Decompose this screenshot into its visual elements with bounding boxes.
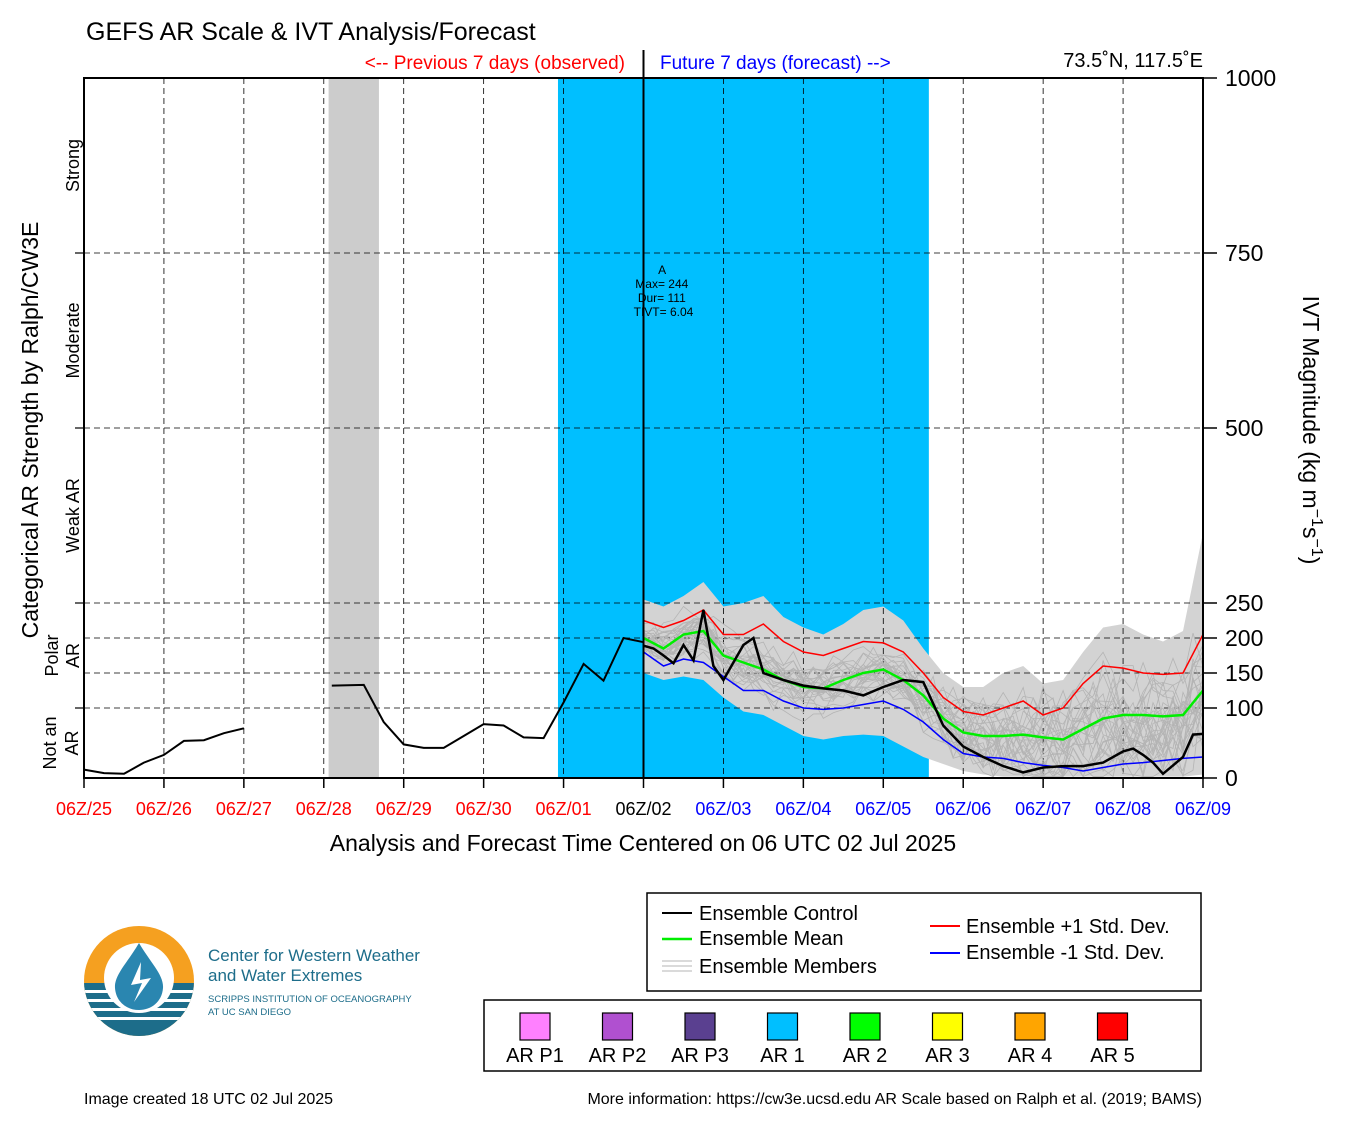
x-axis-title: Analysis and Forecast Time Centered on 0… xyxy=(330,830,956,856)
observed-line xyxy=(83,727,245,775)
lightning-icon xyxy=(131,962,151,1002)
ensemble-members xyxy=(643,605,1204,778)
ar-scale-label: AR 4 xyxy=(1008,1045,1052,1067)
ar-scale-swatch xyxy=(601,1012,634,1041)
y-tick-label: 500 xyxy=(1225,415,1263,441)
logo-line-3: SCRIPPS INSTITUTION OF OCEANOGRAPHY xyxy=(208,994,412,1005)
ensemble-member-line xyxy=(643,621,1204,761)
event-tivt: TIVT= 6.04 xyxy=(634,305,694,319)
ar-scale-label: AR 2 xyxy=(843,1045,887,1067)
x-tick-label: 06Z/05 xyxy=(855,799,911,819)
x-tick-label: 06Z/26 xyxy=(136,799,192,819)
observed-line xyxy=(331,636,644,749)
legend-plus-sd-label: Ensemble +1 Std. Dev. xyxy=(966,916,1170,938)
x-tick-label: 06Z/27 xyxy=(216,799,272,819)
x-tick-label: 06Z/08 xyxy=(1095,799,1151,819)
y-tick-label: 250 xyxy=(1225,590,1263,616)
event-duration: Dur= 111 xyxy=(638,291,686,305)
ar-scale-swatch xyxy=(931,1012,964,1041)
location-label: 73.5˚N, 117.5˚E xyxy=(1063,50,1203,72)
y-tick-label: 0 xyxy=(1225,765,1238,791)
ensemble-member-line xyxy=(643,628,1204,775)
x-tick-label: 06Z/30 xyxy=(456,799,512,819)
ar-scale-swatch xyxy=(1014,1012,1046,1041)
footer-created: Image created 18 UTC 02 Jul 2025 xyxy=(84,1091,333,1108)
future-period-label: Future 7 days (forecast) --> xyxy=(660,53,891,74)
ensemble-member-line xyxy=(643,629,1204,778)
event-annotation: A Max= 244 Dur= 111 TIVT= 6.04 xyxy=(634,263,694,319)
logo-line-4: AT UC SAN DIEGO xyxy=(208,1007,291,1018)
cw3e-logo: Center for Western Weather and Water Ext… xyxy=(84,926,420,1036)
chart-title: GEFS AR Scale & IVT Analysis/Forecast xyxy=(86,18,536,46)
right-axis-label: IVT Magnitude (kg m−1s−1) xyxy=(1298,296,1325,565)
plus-sd-line xyxy=(643,609,1204,716)
x-tick-label: 06Z/04 xyxy=(775,799,831,819)
event-max: Max= 244 xyxy=(635,277,688,291)
axes: 06Z/25 06Z/26 06Z/27 06Z/28 06Z/29 06Z/30 06Z/… xyxy=(56,50,1276,819)
ensemble-member-line xyxy=(643,630,1204,777)
ar-scale-legend: AR P1 AR P2 AR P3 AR 1 AR 2 AR 3 AR 4 AR 5 xyxy=(483,999,1202,1072)
ar-scale-swatch xyxy=(684,1012,716,1041)
category-label: Weak AR xyxy=(63,478,83,553)
minus-sd-line xyxy=(643,651,1204,772)
category-label: PolarAR xyxy=(42,634,83,676)
legend-mean-label: Ensemble Mean xyxy=(699,928,844,950)
ensemble-member-line xyxy=(643,616,1204,757)
ar-scale-label: AR P2 xyxy=(589,1045,647,1067)
ar-scale-label: AR P3 xyxy=(671,1045,729,1067)
category-label: Not an xyxy=(40,716,60,769)
ensemble-member-line xyxy=(643,620,1204,778)
series-lines xyxy=(83,609,1204,776)
left-axis-label: Categorical AR Strength by Ralph/CW3E xyxy=(17,222,43,639)
x-tick-label: 06Z/29 xyxy=(376,799,432,819)
event-label: A xyxy=(658,263,666,277)
category-labels: Strong Moderate Weak AR PolarAR Not an AR xyxy=(40,139,84,770)
ensemble-member-line xyxy=(643,622,1204,765)
ensemble-mean-line xyxy=(642,629,1204,741)
x-tick-label: 06Z/28 xyxy=(296,799,352,819)
ar-scale-label: AR P1 xyxy=(506,1045,564,1067)
ar-scale-label: AR 5 xyxy=(1090,1045,1134,1067)
ar-scale-swatch xyxy=(766,1012,799,1041)
ensemble-member-line xyxy=(643,621,1204,762)
category-label: AR xyxy=(62,730,82,755)
x-tick-label: 06Z/06 xyxy=(935,799,991,819)
ensemble-member-line xyxy=(643,628,1204,777)
legend-control-label: Ensemble Control xyxy=(699,903,858,925)
category-label: Moderate xyxy=(63,302,83,378)
ensemble-spread xyxy=(643,533,1203,777)
y-tick-label: 100 xyxy=(1225,695,1263,721)
legend-members-label: Ensemble Members xyxy=(699,956,877,978)
category-label: Strong xyxy=(63,139,83,192)
y-tick-label: 150 xyxy=(1225,660,1263,686)
ar-scale-swatch xyxy=(519,1012,551,1041)
ar-scale-label: AR 3 xyxy=(925,1045,969,1067)
ar-scale-label: AR 1 xyxy=(760,1045,804,1067)
previous-period-label: <-- Previous 7 days (observed) xyxy=(365,53,625,74)
series-legend: Ensemble Control Ensemble Mean Ensemble … xyxy=(646,892,1202,992)
x-tick-label: 06Z/03 xyxy=(695,799,751,819)
x-tick-label: 06Z/07 xyxy=(1015,799,1071,819)
footer-info: More information: https://cw3e.ucsd.edu … xyxy=(587,1091,1202,1108)
ensemble-member-line xyxy=(643,621,1204,778)
ensemble-control-line xyxy=(643,609,1204,776)
y-tick-label: 1000 xyxy=(1225,65,1276,91)
ensemble-member-line xyxy=(643,624,1204,771)
logo-line-1: Center for Western Weather xyxy=(208,946,420,965)
ar-scale-swatch xyxy=(1096,1012,1129,1041)
legend-minus-sd-label: Ensemble -1 Std. Dev. xyxy=(966,942,1165,964)
x-tick-label: 06Z/09 xyxy=(1175,799,1231,819)
x-tick-label: 06Z/01 xyxy=(536,799,592,819)
logo-line-2: and Water Extremes xyxy=(208,966,362,985)
x-tick-label: 06Z/25 xyxy=(56,799,112,819)
ar-scale-swatch xyxy=(849,1012,881,1041)
y-tick-label: 750 xyxy=(1225,240,1263,266)
y-tick-label: 200 xyxy=(1225,625,1263,651)
x-tick-label: 06Z/02 xyxy=(615,799,671,819)
